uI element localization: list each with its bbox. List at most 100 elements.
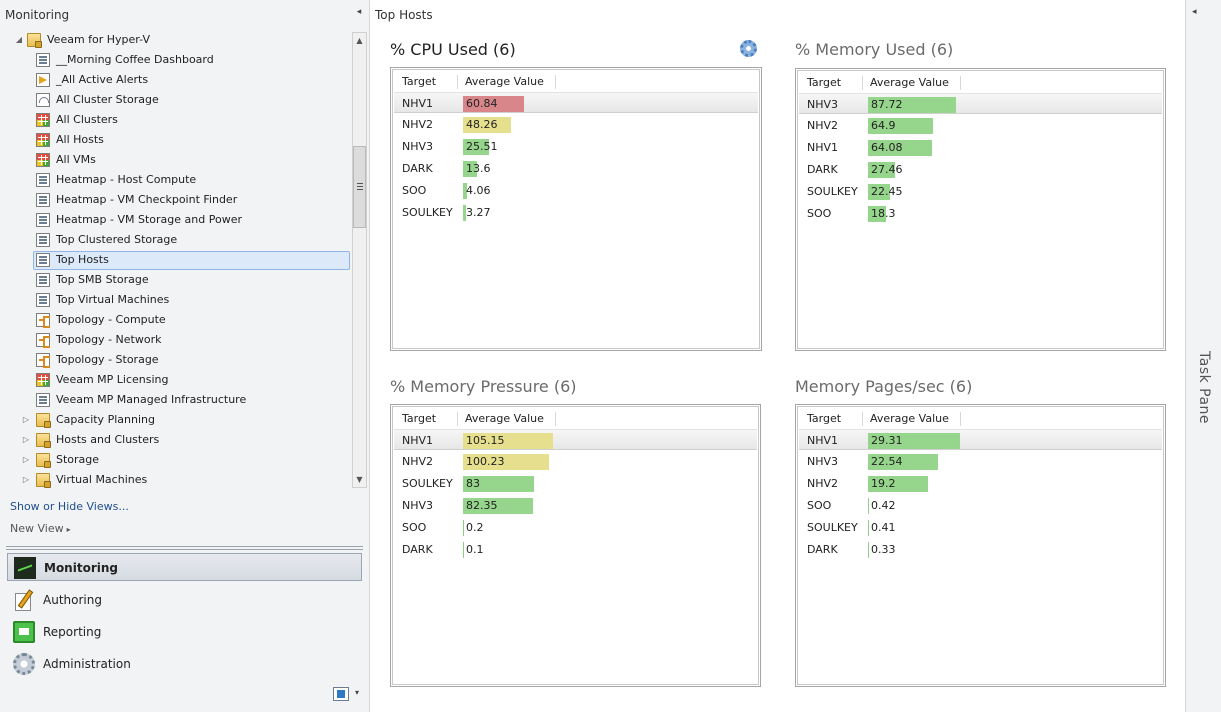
column-divider[interactable] bbox=[555, 75, 556, 89]
memory-used-widget[interactable]: Target Average Value NHV3 87.72 NHV2 64.9 NHV1… bbox=[795, 68, 1166, 351]
tree-folder[interactable]: ▷ Virtual Machines bbox=[0, 470, 352, 490]
task-pane[interactable]: ◂ Task Pane bbox=[1185, 0, 1221, 712]
value-bar bbox=[868, 498, 869, 514]
tree-folder[interactable]: ◢ Veeam for Hyper-V bbox=[0, 30, 352, 50]
table-row[interactable]: NHV2 48.26 bbox=[394, 114, 758, 135]
memory-pages-widget[interactable]: Target Average Value NHV1 29.31 NHV3 22.54 NHV… bbox=[795, 404, 1166, 687]
table-row[interactable]: SOULKEY 83 bbox=[394, 473, 757, 494]
tree-folder[interactable]: ▷ Hosts and Clusters bbox=[0, 430, 352, 450]
table-row[interactable]: SOO 18.3 bbox=[799, 203, 1162, 224]
monitoring-icon bbox=[14, 557, 36, 579]
table-row[interactable]: DARK 13.6 bbox=[394, 158, 758, 179]
column-header-target[interactable]: Target bbox=[402, 412, 437, 425]
tree-folder[interactable]: ▷ Capacity Planning bbox=[0, 410, 352, 430]
cpu-used-widget[interactable]: Target Average Value NHV1 60.84 NHV2 48.26 NHV… bbox=[390, 67, 762, 351]
table-row[interactable]: NHV3 87.72 bbox=[799, 93, 1162, 114]
widget-settings-gear-icon[interactable] bbox=[740, 40, 757, 57]
tree-view-item[interactable]: All VMs bbox=[0, 150, 352, 170]
expand-arrow-icon[interactable]: ▷ bbox=[22, 475, 30, 484]
tree-view-item[interactable]: Top Hosts bbox=[0, 250, 352, 270]
table-row[interactable]: NHV1 60.84 bbox=[394, 92, 758, 113]
column-divider[interactable] bbox=[960, 412, 961, 426]
column-header-average-value[interactable]: Average Value bbox=[870, 412, 949, 425]
column-header-target[interactable]: Target bbox=[807, 76, 842, 89]
row-value: 13.6 bbox=[466, 162, 491, 175]
table-row[interactable]: SOO 0.2 bbox=[394, 517, 757, 538]
column-divider[interactable] bbox=[960, 76, 961, 90]
table-row[interactable]: SOULKEY 3.27 bbox=[394, 202, 758, 223]
tree-folder[interactable]: ▷ Storage bbox=[0, 450, 352, 470]
table-row[interactable]: NHV3 22.54 bbox=[799, 451, 1162, 472]
task-pane-expand-button[interactable]: ◂ bbox=[1192, 7, 1197, 17]
show-hide-views-link[interactable]: Show or Hide Views... bbox=[10, 500, 129, 513]
table-row[interactable]: NHV3 82.35 bbox=[394, 495, 757, 516]
row-target: DARK bbox=[402, 162, 433, 175]
wunderbar-administration[interactable]: Administration bbox=[7, 650, 362, 678]
tree-item-label: Topology - Network bbox=[56, 333, 162, 346]
scroll-up-button[interactable]: ▲ bbox=[356, 36, 363, 45]
wunderbar-authoring[interactable]: Authoring bbox=[7, 586, 362, 614]
row-target: DARK bbox=[402, 543, 433, 556]
tree-view-item[interactable]: Topology - Compute bbox=[0, 310, 352, 330]
tree-view-item[interactable]: All Clusters bbox=[0, 110, 352, 130]
tree-view-item[interactable]: Top Clustered Storage bbox=[0, 230, 352, 250]
scroll-down-button[interactable]: ▼ bbox=[356, 475, 363, 484]
table-row[interactable]: NHV2 64.9 bbox=[799, 115, 1162, 136]
tree-scrollbar[interactable]: ▲ ▼ bbox=[352, 32, 367, 488]
table-row[interactable]: NHV1 29.31 bbox=[799, 429, 1162, 450]
tree-item-label: Veeam MP Licensing bbox=[56, 373, 169, 386]
table-row[interactable]: SOO 0.42 bbox=[799, 495, 1162, 516]
table-row[interactable]: NHV1 105.15 bbox=[394, 429, 757, 450]
tree-view-item[interactable]: Heatmap - VM Storage and Power bbox=[0, 210, 352, 230]
column-divider[interactable] bbox=[862, 76, 863, 90]
configure-buttons-arrow-icon[interactable]: ▾ bbox=[355, 688, 360, 697]
table-row[interactable]: DARK 0.1 bbox=[394, 539, 757, 560]
wunderbar-label: Administration bbox=[43, 657, 131, 671]
table-row[interactable]: NHV2 100.23 bbox=[394, 451, 757, 472]
wunderbar-reporting[interactable]: Reporting bbox=[7, 618, 362, 646]
table-row[interactable]: NHV2 19.2 bbox=[799, 473, 1162, 494]
tree-view-item[interactable]: All Cluster Storage bbox=[0, 90, 352, 110]
tree-view-item[interactable]: Topology - Network bbox=[0, 330, 352, 350]
tree-view-item[interactable]: Heatmap - VM Checkpoint Finder bbox=[0, 190, 352, 210]
table-row[interactable]: SOULKEY 0.41 bbox=[799, 517, 1162, 538]
tree-view-item[interactable]: All Hosts bbox=[0, 130, 352, 150]
tree-view-item[interactable]: Heatmap - Host Compute bbox=[0, 170, 352, 190]
expand-arrow-icon[interactable]: ▷ bbox=[22, 435, 30, 444]
column-header-target[interactable]: Target bbox=[402, 75, 437, 88]
memory-pressure-widget[interactable]: Target Average Value NHV1 105.15 NHV2 100.23 S… bbox=[390, 404, 761, 687]
wunderbar-splitter[interactable] bbox=[6, 546, 363, 550]
collapse-arrow-icon[interactable]: ◢ bbox=[15, 35, 23, 44]
table-row[interactable]: SOO 4.06 bbox=[394, 180, 758, 201]
collapse-navigation-button[interactable]: ◂ bbox=[356, 7, 362, 17]
configure-buttons-icon[interactable] bbox=[333, 687, 349, 701]
table-row[interactable]: DARK 27.46 bbox=[799, 159, 1162, 180]
column-divider[interactable] bbox=[457, 75, 458, 89]
table-row[interactable]: NHV1 64.08 bbox=[799, 137, 1162, 158]
scroll-thumb[interactable] bbox=[353, 146, 366, 228]
tree-view-item[interactable]: Veeam MP Licensing bbox=[0, 370, 352, 390]
tree-view-item[interactable]: __Morning Coffee Dashboard bbox=[0, 50, 352, 70]
column-divider[interactable] bbox=[555, 412, 556, 426]
new-view-menu[interactable]: New View ▸ bbox=[10, 522, 71, 535]
table-row[interactable]: SOULKEY 22.45 bbox=[799, 181, 1162, 202]
tree-view-item[interactable]: _All Active Alerts bbox=[0, 70, 352, 90]
widget-title: % CPU Used (6) bbox=[390, 40, 516, 59]
tree-view-item[interactable]: Topology - Storage bbox=[0, 350, 352, 370]
tree-view-item[interactable]: Top Virtual Machines bbox=[0, 290, 352, 310]
table-row[interactable]: NHV3 25.51 bbox=[394, 136, 758, 157]
tree-view-item[interactable]: Top SMB Storage bbox=[0, 270, 352, 290]
column-header-target[interactable]: Target bbox=[807, 412, 842, 425]
expand-arrow-icon[interactable]: ▷ bbox=[22, 455, 30, 464]
column-divider[interactable] bbox=[862, 412, 863, 426]
dashboard-view-icon bbox=[36, 173, 50, 187]
table-row[interactable]: DARK 0.33 bbox=[799, 539, 1162, 560]
column-header-average-value[interactable]: Average Value bbox=[870, 76, 949, 89]
wunderbar-monitoring[interactable]: Monitoring bbox=[7, 553, 362, 581]
locked-folder-icon bbox=[36, 473, 51, 488]
column-divider[interactable] bbox=[457, 412, 458, 426]
column-header-average-value[interactable]: Average Value bbox=[465, 75, 544, 88]
tree-view-item[interactable]: Veeam MP Managed Infrastructure bbox=[0, 390, 352, 410]
column-header-average-value[interactable]: Average Value bbox=[465, 412, 544, 425]
expand-arrow-icon[interactable]: ▷ bbox=[22, 415, 30, 424]
